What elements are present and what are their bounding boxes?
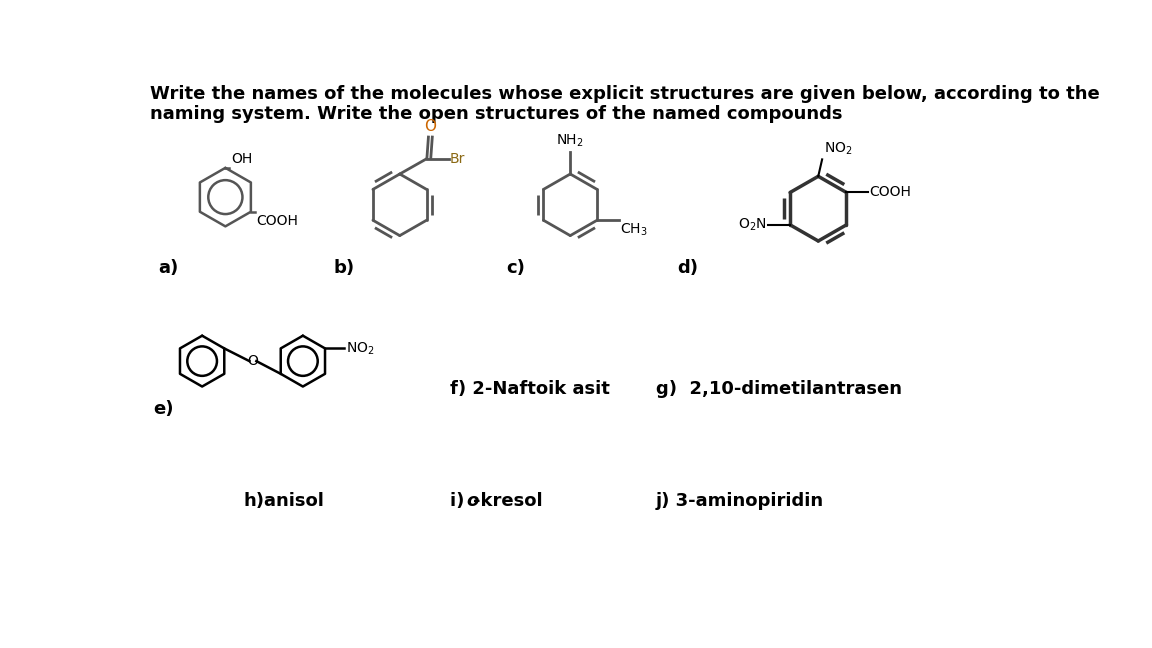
Text: h)anisol: h)anisol (243, 492, 324, 510)
Text: OH: OH (232, 152, 252, 165)
Text: c): c) (506, 259, 525, 277)
Text: NO$_2$: NO$_2$ (346, 340, 374, 356)
Text: COOH: COOH (870, 185, 911, 200)
Text: O: O (424, 119, 435, 134)
Text: naming system. Write the open structures of the named compounds: naming system. Write the open structures… (150, 105, 843, 122)
Text: e): e) (153, 400, 174, 417)
Text: CH$_3$: CH$_3$ (620, 222, 647, 238)
Text: Write the names of the molecules whose explicit structures are given below, acco: Write the names of the molecules whose e… (150, 86, 1100, 104)
Text: g)  2,10-dimetilantrasen: g) 2,10-dimetilantrasen (655, 380, 902, 398)
Text: a): a) (158, 259, 179, 277)
Text: Br: Br (450, 152, 465, 166)
Text: -kresol: -kresol (473, 492, 543, 510)
Text: NH$_2$: NH$_2$ (556, 133, 584, 150)
Text: NO$_2$: NO$_2$ (824, 141, 852, 157)
Text: f) 2-Naftoik asit: f) 2-Naftoik asit (450, 380, 611, 398)
Text: o: o (467, 492, 479, 510)
Text: j) 3-aminopiridin: j) 3-aminopiridin (655, 492, 824, 510)
Text: COOH: COOH (256, 214, 298, 228)
Text: i): i) (450, 492, 471, 510)
Text: O$_2$N: O$_2$N (738, 216, 767, 233)
Text: O: O (247, 354, 258, 368)
Text: d): d) (677, 259, 698, 277)
Text: b): b) (334, 259, 355, 277)
